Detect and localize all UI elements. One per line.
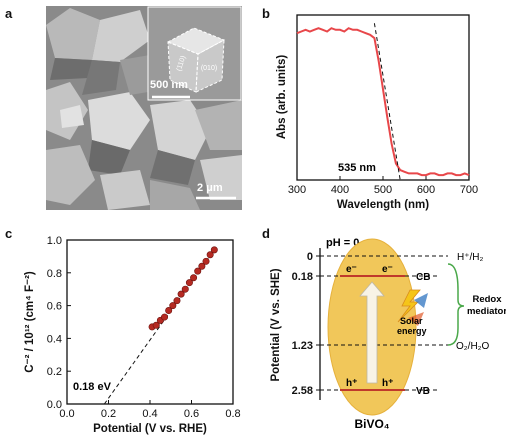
material-label: BiVO₄ [354, 417, 389, 431]
chart-b-xtick-label: 500 [374, 184, 392, 196]
chart-c-ylabel: C⁻² / 10¹² (cm⁴ F⁻²) [24, 271, 36, 373]
panel-b-label: b [262, 6, 270, 21]
panel-a-label: a [5, 6, 13, 21]
inset-scalebar-label: 500 nm [150, 79, 188, 91]
chart-c-xtick-label: 0.4 [142, 408, 157, 420]
chart-b-xtick-label: 300 [288, 184, 306, 196]
chart-b-ylabel: Abs (arb. units) [276, 55, 288, 140]
chart-c-xtick-label: 0.2 [101, 408, 116, 420]
chart-c-xtick-label: 0.6 [184, 408, 199, 420]
flatband-annotation: 0.18 eV [73, 381, 112, 393]
ph-label: pH = 0 [326, 237, 359, 249]
data-point [177, 290, 185, 298]
chart-b-frame [296, 14, 470, 181]
data-point [173, 297, 181, 305]
mott-schottky-chart: 0.0 0.2 0.4 0.6 0.8 0.0 0.2 0.4 0.6 0.8 1.0 0.18 e… [24, 235, 241, 435]
chart-c-ytick-label: 0.6 [47, 301, 62, 313]
lightning-icon [397, 289, 421, 323]
panel-d-label: d [262, 226, 270, 241]
chart-c-ytick-label: 0.0 [47, 399, 62, 411]
level-1.23: 1.23 [292, 340, 313, 352]
data-point [169, 302, 177, 310]
data-point [185, 279, 193, 287]
data-point [210, 246, 218, 254]
electron-1: e⁻ [346, 264, 357, 275]
hole-2: h⁺ [382, 378, 393, 389]
inset-facet-010: (010) [201, 65, 217, 72]
data-point [165, 307, 173, 315]
redox-bracket [447, 263, 465, 346]
chart-b-xtick-label: 600 [417, 184, 435, 196]
level-2.58: 2.58 [292, 385, 313, 397]
redox-label-2: mediator [467, 306, 506, 317]
edge-annotation: 535 nm [338, 162, 376, 174]
absorbance-chart: 300 400 500 600 700 535 nm Wavelength (nm) A… [276, 14, 478, 211]
hole-1: h⁺ [346, 378, 357, 389]
data-point [194, 267, 202, 275]
o2h2o-label: O₂/H₂O [456, 341, 490, 352]
excitation-arrow [359, 281, 385, 384]
band-diagram: Potential (V vs. SHE) pH = 0 0 0.18 1.23… [270, 237, 506, 431]
data-point [152, 321, 160, 329]
chart-c-xtick-label: 0.0 [59, 408, 74, 420]
solar-label-2: energy [397, 326, 427, 336]
chart-c-ytick-label: 1.0 [47, 235, 62, 247]
absorbance-fit-line [373, 23, 401, 181]
data-point [202, 257, 210, 265]
main-scalebar-label: 2 μm [197, 182, 223, 194]
chart-c-ytick-label: 0.4 [47, 333, 62, 345]
solar-label-1: Solar [400, 316, 423, 326]
data-point [181, 285, 189, 293]
hh2-label: H⁺/H₂ [457, 252, 484, 263]
cb-label: CB [416, 272, 430, 283]
data-point [206, 251, 214, 259]
chart-b-xtick-label: 400 [331, 184, 349, 196]
inset-facet-110: (110) [176, 55, 188, 72]
level-0: 0 [307, 251, 313, 263]
level-0.18: 0.18 [292, 271, 313, 283]
chart-c-xtick-label: 0.8 [225, 408, 240, 420]
sem-inset: (010) (110) 500 nm [147, 6, 242, 101]
chart-b-xtick-label: 700 [460, 184, 478, 196]
panel-c-label: c [5, 226, 12, 241]
data-point [198, 262, 206, 270]
vb-label: VB [416, 386, 430, 397]
absorbance-curve [296, 27, 470, 177]
electron-2: e⁻ [382, 264, 393, 275]
data-point [190, 274, 198, 282]
redox-label-1: Redox [472, 294, 502, 305]
band-ylabel: Potential (V vs. SHE) [270, 268, 282, 381]
data-point [161, 313, 169, 321]
chart-c-xlabel: Potential (V vs. RHE) [93, 423, 207, 435]
chart-c-ytick-label: 0.8 [47, 268, 62, 280]
chart-c-ytick-label: 0.2 [47, 366, 62, 378]
chart-c-frame [66, 239, 234, 405]
chart-b-xlabel: Wavelength (nm) [337, 199, 429, 211]
